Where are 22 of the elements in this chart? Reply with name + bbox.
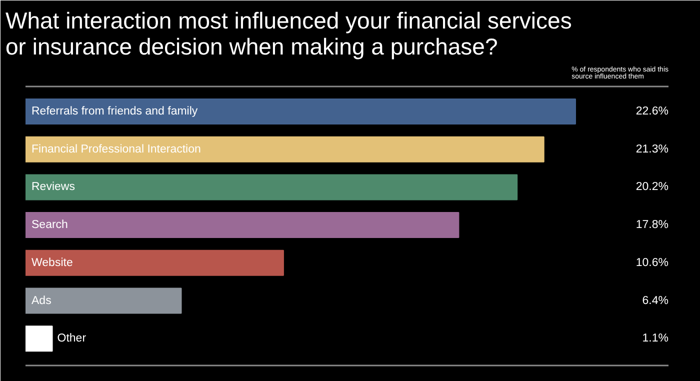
data-label: 21.3% bbox=[636, 143, 668, 156]
y-tick-label: Other bbox=[57, 332, 86, 345]
y-tick-label: Search bbox=[32, 219, 68, 232]
data-label: 20.2% bbox=[636, 181, 668, 194]
bar bbox=[26, 250, 284, 276]
y-tick-label: Referrals from friends and family bbox=[32, 105, 198, 118]
data-label: 17.8% bbox=[636, 219, 668, 232]
bar bbox=[26, 136, 544, 162]
data-label: 10.6% bbox=[636, 256, 668, 269]
y-tick-label: Financial Professional Interaction bbox=[32, 143, 201, 156]
y-tick-label: Ads bbox=[32, 294, 52, 307]
bar bbox=[26, 212, 460, 238]
bar bbox=[26, 174, 518, 200]
y-tick-label: Website bbox=[32, 256, 73, 269]
chart-title: What interaction most influenced your financial services or insurance decision when making a purchase? bbox=[6, 8, 572, 60]
bar bbox=[26, 326, 53, 352]
y-tick-label: Reviews bbox=[32, 181, 76, 194]
data-label: 1.1% bbox=[642, 332, 669, 345]
data-label: 22.6% bbox=[636, 105, 668, 118]
bar bbox=[26, 288, 182, 314]
data-label: 6.4% bbox=[642, 294, 669, 307]
bar bbox=[26, 98, 576, 124]
